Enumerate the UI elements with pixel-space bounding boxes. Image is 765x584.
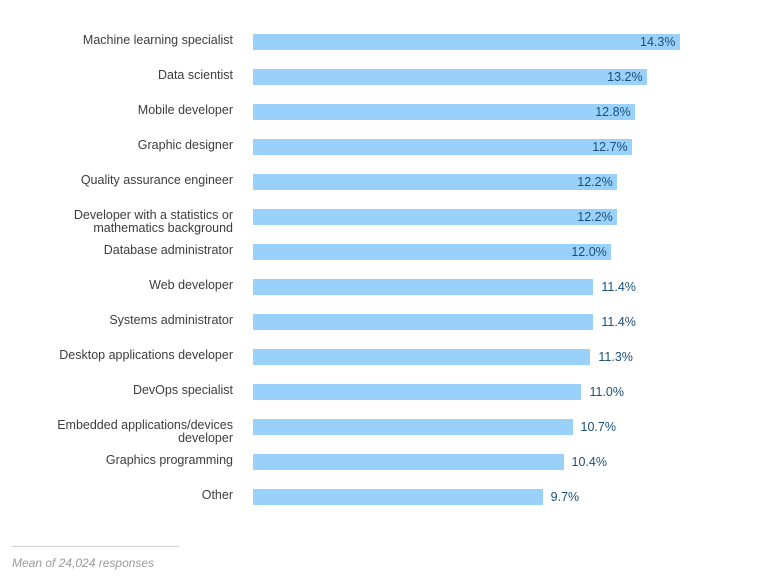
value-label: 10.7% bbox=[580, 420, 616, 434]
bar bbox=[253, 104, 636, 120]
category-label-line: Developer with a statistics or bbox=[73, 208, 233, 222]
category-label-line: Machine learning specialist bbox=[82, 33, 233, 47]
category-label-line: Web developer bbox=[149, 278, 233, 292]
bar bbox=[253, 489, 543, 505]
category-label: Systems administrator bbox=[0, 314, 233, 327]
bar bbox=[253, 279, 594, 295]
category-label-line: developer bbox=[178, 431, 233, 445]
category-label: Mobile developer bbox=[0, 104, 233, 117]
category-label-line: Embedded applications/devices bbox=[57, 418, 233, 432]
category-label: Database administrator bbox=[0, 244, 233, 257]
category-label: Desktop applications developer bbox=[0, 349, 233, 362]
value-label: 12.8% bbox=[595, 105, 631, 119]
value-label: 11.4% bbox=[601, 280, 636, 294]
value-label: 11.3% bbox=[598, 350, 633, 364]
bar bbox=[253, 69, 648, 85]
category-label-line: Database administrator bbox=[103, 243, 233, 257]
value-label: 12.2% bbox=[577, 175, 613, 189]
bar bbox=[253, 174, 618, 190]
bar bbox=[253, 34, 680, 50]
category-label-line: Mobile developer bbox=[137, 103, 233, 117]
category-label: Other bbox=[0, 489, 233, 502]
bar bbox=[253, 384, 582, 400]
bar bbox=[253, 139, 633, 155]
value-label: 10.4% bbox=[571, 455, 607, 469]
value-label: 14.3% bbox=[640, 35, 676, 49]
category-label: Web developer bbox=[0, 279, 233, 292]
category-label: Embedded applications/devices developer bbox=[0, 419, 233, 445]
value-label: 12.7% bbox=[592, 140, 628, 154]
bar bbox=[253, 314, 594, 330]
bar bbox=[253, 349, 591, 365]
value-label: 11.4% bbox=[601, 315, 636, 329]
footnote: Mean of 24,024 responses bbox=[12, 556, 155, 570]
value-label: 13.2% bbox=[607, 70, 643, 84]
category-label-line: Graphics programming bbox=[105, 453, 233, 467]
category-label-line: Quality assurance engineer bbox=[80, 173, 233, 187]
category-label: Data scientist bbox=[0, 69, 233, 82]
category-label: DevOps specialist bbox=[0, 384, 233, 397]
category-label-line: mathematics background bbox=[93, 221, 233, 235]
category-label-line: Graphic designer bbox=[137, 138, 233, 152]
category-label: Quality assurance engineer bbox=[0, 174, 233, 187]
category-label: Machine learning specialist bbox=[0, 34, 233, 47]
value-label: 12.0% bbox=[571, 245, 607, 259]
footnote-divider bbox=[12, 546, 179, 547]
bar bbox=[253, 244, 612, 260]
category-label-line: Desktop applications developer bbox=[59, 348, 233, 362]
category-label: Graphic designer bbox=[0, 139, 233, 152]
category-label-line: Data scientist bbox=[157, 68, 233, 82]
value-label: 12.2% bbox=[577, 210, 613, 224]
category-label-line: DevOps specialist bbox=[132, 383, 233, 397]
value-label: 9.7% bbox=[550, 490, 580, 504]
category-label-line: Other bbox=[201, 488, 233, 502]
bar bbox=[253, 209, 618, 225]
value-label: 11.0% bbox=[589, 385, 624, 399]
category-label: Graphics programming bbox=[0, 454, 233, 467]
bar bbox=[253, 419, 573, 435]
category-label: Developer with a statistics or mathematic… bbox=[0, 209, 233, 235]
bar bbox=[253, 454, 564, 470]
category-label-line: Systems administrator bbox=[109, 313, 233, 327]
